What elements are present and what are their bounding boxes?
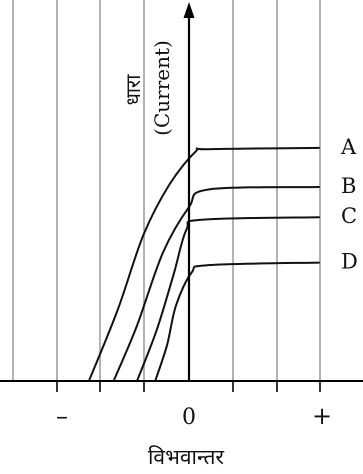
x-tick-label-minus: – (56, 402, 68, 430)
curve-b (112, 186, 320, 382)
y-axis-label-hindi: धारा (121, 74, 145, 106)
series-label-a: A (340, 135, 357, 159)
chart-labels: धारा (Current) – 0 + विभवान्तर (56, 40, 332, 469)
series-label-c: C (341, 204, 357, 228)
series-label-d: D (341, 250, 358, 274)
curve-c (136, 216, 320, 382)
x-tick-label-plus: + (312, 402, 332, 430)
curve-d (154, 261, 320, 382)
characteristic-curves (87, 146, 320, 382)
curve-a (87, 146, 320, 382)
x-tick-label-zero: 0 (182, 405, 196, 430)
x-axis-label: विभवान्तर (148, 445, 224, 469)
gridlines (12, 0, 321, 381)
y-axis-label-english: (Current) (150, 40, 174, 136)
axes (0, 2, 363, 392)
y-axis-arrowhead (183, 2, 195, 18)
series-label-b: B (341, 174, 356, 198)
